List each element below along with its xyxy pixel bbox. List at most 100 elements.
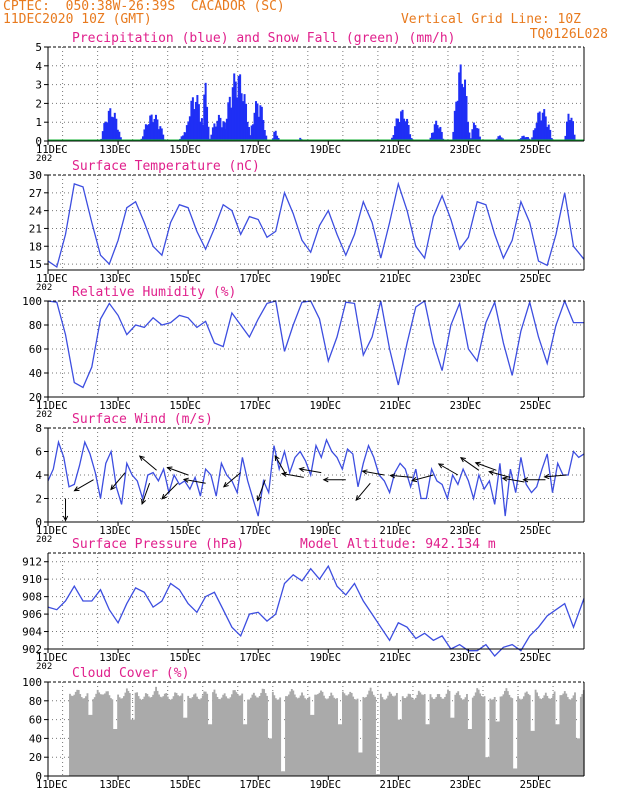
precip-bar	[194, 101, 197, 141]
cloud-cover-bar	[404, 698, 407, 776]
wind-arrow-head	[361, 469, 368, 475]
precip-bar	[110, 116, 113, 141]
cloud-cover-bar	[568, 699, 571, 776]
cloud-cover-bar	[550, 697, 553, 776]
cloud-cover-bar	[187, 695, 190, 776]
precip-bar	[230, 107, 233, 141]
cloud-cover-bar	[448, 690, 451, 776]
precip-bar	[149, 115, 152, 141]
precip-bar	[262, 119, 265, 141]
wind-arrow-head	[141, 498, 147, 505]
cloud-cover-bar	[387, 695, 390, 776]
cloud-cover-bar	[169, 699, 172, 776]
cloud-cover-bar	[271, 691, 274, 776]
cloud-cover-bar	[257, 697, 260, 776]
cloud-cover-bar	[439, 696, 442, 776]
cloud-cover-bar	[352, 696, 355, 776]
cloud-cover-bar	[409, 694, 411, 776]
cloud-cover-bar	[295, 697, 298, 776]
header-run-code: TQ0126L028	[529, 27, 608, 42]
cloud-cover-bar	[121, 698, 124, 776]
precip-xtick-label: 21DEC	[380, 144, 412, 156]
precip-bar	[101, 131, 104, 141]
cloud-cover-bar	[483, 696, 486, 776]
cloud-cover-bar	[317, 694, 320, 776]
cloud-cover-bar	[393, 696, 395, 776]
cloud-cover-bar	[360, 752, 363, 776]
cloud-cover-bar	[498, 721, 501, 776]
wind-arrow	[299, 468, 322, 474]
cloud-cover-bar	[576, 738, 579, 776]
cloud-cover-bar	[89, 714, 92, 776]
wind-xtick-label: 11DEC	[36, 525, 68, 537]
cloud-cover-bar	[298, 697, 301, 776]
pressure-xtick-label: 17DEC	[239, 652, 271, 664]
precip-bar	[440, 131, 443, 141]
precip-xtick-label: 19DEC	[309, 144, 341, 156]
cloud-cover-bar	[125, 688, 128, 776]
cloud-cover-bar	[546, 695, 549, 776]
wind-arrow-head	[501, 476, 508, 482]
wind-arrow-head	[389, 473, 396, 479]
precip-ytick-label: 3	[35, 79, 42, 92]
temperature-xtick-label: 23DEC	[450, 273, 482, 285]
cloud-cover-bar	[312, 714, 315, 776]
cloud-cover-bar	[534, 689, 537, 776]
wind-arrow-head	[222, 482, 229, 488]
temperature-ytick-label: 27	[29, 187, 42, 200]
cloud-cover-bar	[365, 696, 368, 776]
precip-bar	[273, 131, 276, 141]
cloud-cover-bar	[70, 695, 73, 776]
wind-arrow-head	[488, 470, 495, 476]
temperature-panel	[44, 174, 585, 274]
cloud-cover-bar	[407, 693, 410, 776]
precip-bar	[207, 126, 210, 141]
precip-bar	[231, 87, 234, 141]
humidity-xtick-label: 19DEC	[309, 400, 341, 412]
precip-bar	[150, 114, 153, 141]
pressure-ytick-label: 912	[22, 556, 42, 569]
cloud-cover-bar	[541, 697, 544, 776]
precip-bar	[465, 96, 468, 141]
cloud-cover-bar	[158, 694, 160, 776]
wind-arrow-head	[522, 477, 529, 483]
cloud-cover-bar	[105, 691, 108, 776]
wind-title: Surface Wind (m/s)	[72, 412, 213, 427]
cloud-ytick-label: 80	[29, 695, 42, 708]
cloud-cover-bar	[153, 691, 156, 776]
precip-bar	[546, 126, 549, 141]
cloud-xtick-label: 25DEC	[520, 779, 552, 791]
precip-bar	[498, 135, 501, 141]
humidity-year-label: 202	[36, 410, 52, 420]
precip-bar	[568, 120, 571, 141]
cloud-cover-bar	[290, 688, 293, 776]
precip-bar	[222, 121, 225, 141]
cloud-cover-bar	[155, 686, 158, 776]
humidity-ytick-label: 40	[29, 367, 42, 380]
temperature-xtick-label: 15DEC	[169, 273, 201, 285]
humidity-xtick-label: 11DEC	[36, 400, 68, 412]
cloud-cover-bar	[200, 698, 203, 776]
cloud-cover-bar	[296, 698, 299, 776]
precip-bar	[115, 118, 118, 141]
cloud-cover-bar	[248, 699, 251, 776]
pressure-ytick-label: 902	[22, 643, 42, 656]
cloud-cover-bar	[279, 697, 282, 776]
cloud-cover-bar	[379, 693, 382, 776]
precip-bar	[156, 119, 159, 141]
cloud-cover-bar	[579, 696, 582, 776]
cloud-cover-bar	[371, 691, 374, 776]
cloud-cover-bar	[522, 696, 525, 776]
precip-bar	[236, 97, 239, 141]
precip-bar	[243, 94, 246, 141]
precip-bar	[106, 122, 109, 141]
cloud-cover-bar	[120, 698, 122, 776]
wind-arrow-head	[298, 466, 305, 473]
precip-bar	[391, 137, 394, 141]
precip-bar	[228, 96, 231, 141]
precip-xtick-label: 25DEC	[520, 144, 552, 156]
cloud-cover-bar	[136, 692, 139, 776]
cloud-cover-bar	[214, 693, 217, 776]
cloud-cover-bar	[369, 687, 372, 776]
